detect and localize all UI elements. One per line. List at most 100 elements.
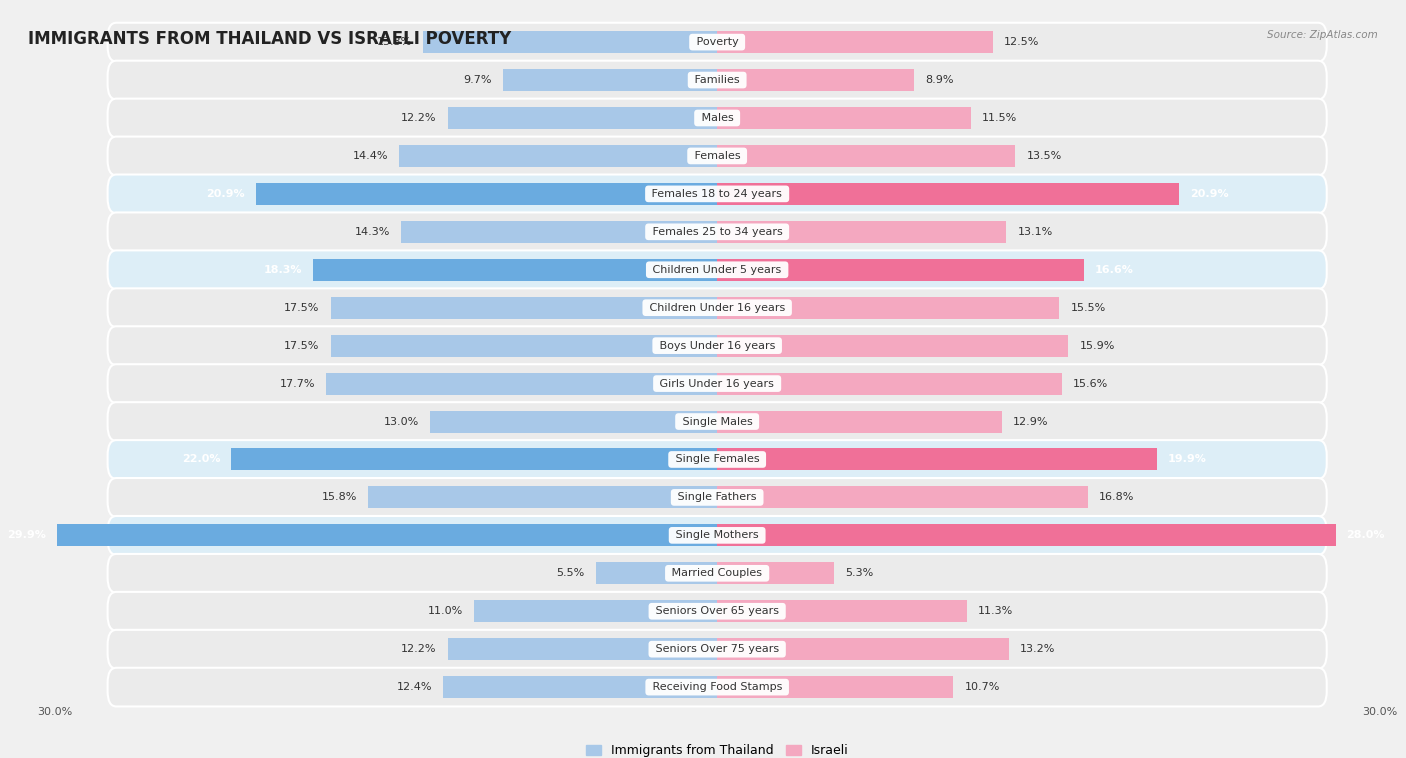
Bar <box>430 411 717 433</box>
Text: Families: Families <box>692 75 744 85</box>
Text: Single Males: Single Males <box>679 417 756 427</box>
FancyBboxPatch shape <box>108 250 1327 289</box>
Bar <box>717 258 1084 280</box>
Text: 5.3%: 5.3% <box>845 568 873 578</box>
Text: Children Under 16 years: Children Under 16 years <box>645 302 789 313</box>
FancyBboxPatch shape <box>108 516 1327 555</box>
Text: 14.3%: 14.3% <box>354 227 391 236</box>
Bar <box>717 449 1157 471</box>
Text: Females: Females <box>690 151 744 161</box>
Bar <box>368 487 717 509</box>
FancyBboxPatch shape <box>108 630 1327 669</box>
Bar <box>447 638 717 660</box>
Bar <box>717 411 1002 433</box>
Text: 11.3%: 11.3% <box>977 606 1014 616</box>
Bar <box>443 676 717 698</box>
Text: 18.3%: 18.3% <box>263 265 302 274</box>
Text: 15.5%: 15.5% <box>1070 302 1105 313</box>
Text: Girls Under 16 years: Girls Under 16 years <box>657 378 778 389</box>
Text: Males: Males <box>697 113 737 123</box>
Text: 13.3%: 13.3% <box>377 37 412 47</box>
Text: 20.9%: 20.9% <box>205 189 245 199</box>
Text: 19.9%: 19.9% <box>1168 455 1206 465</box>
Text: 9.7%: 9.7% <box>464 75 492 85</box>
Bar <box>717 562 834 584</box>
Text: Children Under 5 years: Children Under 5 years <box>650 265 785 274</box>
Bar <box>256 183 717 205</box>
Text: Poverty: Poverty <box>693 37 742 47</box>
Text: 13.2%: 13.2% <box>1019 644 1054 654</box>
Text: Females 25 to 34 years: Females 25 to 34 years <box>648 227 786 236</box>
Bar <box>503 69 717 91</box>
Text: 29.9%: 29.9% <box>7 531 46 540</box>
Text: 10.7%: 10.7% <box>965 682 1000 692</box>
Bar <box>596 562 717 584</box>
Text: 13.5%: 13.5% <box>1026 151 1062 161</box>
Text: 15.8%: 15.8% <box>322 493 357 503</box>
FancyBboxPatch shape <box>108 326 1327 365</box>
Bar <box>474 600 717 622</box>
Text: 5.5%: 5.5% <box>557 568 585 578</box>
Text: 12.9%: 12.9% <box>1014 417 1049 427</box>
Bar <box>717 638 1008 660</box>
Bar <box>447 107 717 129</box>
Bar <box>330 334 717 357</box>
Bar <box>56 525 717 547</box>
FancyBboxPatch shape <box>108 440 1327 479</box>
Text: Boys Under 16 years: Boys Under 16 years <box>655 340 779 351</box>
FancyBboxPatch shape <box>108 365 1327 403</box>
Text: 12.2%: 12.2% <box>401 644 437 654</box>
Legend: Immigrants from Thailand, Israeli: Immigrants from Thailand, Israeli <box>581 739 853 758</box>
Bar <box>314 258 717 280</box>
Text: Single Mothers: Single Mothers <box>672 531 762 540</box>
Bar <box>717 334 1069 357</box>
Bar <box>717 487 1088 509</box>
FancyBboxPatch shape <box>108 668 1327 706</box>
Text: 11.0%: 11.0% <box>427 606 463 616</box>
Text: 28.0%: 28.0% <box>1347 531 1385 540</box>
Bar <box>326 373 717 395</box>
FancyBboxPatch shape <box>108 554 1327 593</box>
FancyBboxPatch shape <box>108 212 1327 251</box>
Text: 30.0%: 30.0% <box>1362 706 1398 717</box>
Text: Married Couples: Married Couples <box>668 568 766 578</box>
Text: 17.5%: 17.5% <box>284 340 319 351</box>
Bar <box>717 69 914 91</box>
Text: 12.5%: 12.5% <box>1004 37 1039 47</box>
Text: 12.4%: 12.4% <box>396 682 432 692</box>
FancyBboxPatch shape <box>108 478 1327 517</box>
Text: 22.0%: 22.0% <box>181 455 221 465</box>
FancyBboxPatch shape <box>108 61 1327 99</box>
Bar <box>717 600 967 622</box>
Text: 13.1%: 13.1% <box>1018 227 1053 236</box>
Bar <box>423 31 717 53</box>
Bar <box>401 221 717 243</box>
Text: 12.2%: 12.2% <box>401 113 437 123</box>
FancyBboxPatch shape <box>108 402 1327 441</box>
Text: 15.9%: 15.9% <box>1080 340 1115 351</box>
FancyBboxPatch shape <box>108 174 1327 213</box>
Text: 30.0%: 30.0% <box>37 706 72 717</box>
Text: Single Fathers: Single Fathers <box>673 493 761 503</box>
Text: 20.9%: 20.9% <box>1189 189 1229 199</box>
Bar <box>717 676 953 698</box>
Text: Single Females: Single Females <box>672 455 762 465</box>
Text: Females 18 to 24 years: Females 18 to 24 years <box>648 189 786 199</box>
Bar <box>717 525 1336 547</box>
Bar <box>717 107 972 129</box>
Text: Seniors Over 75 years: Seniors Over 75 years <box>652 644 783 654</box>
Bar <box>717 296 1060 318</box>
Bar <box>330 296 717 318</box>
Text: 17.7%: 17.7% <box>280 378 315 389</box>
FancyBboxPatch shape <box>108 288 1327 327</box>
Bar <box>399 145 717 167</box>
Bar <box>717 183 1178 205</box>
Bar <box>231 449 717 471</box>
Text: 13.0%: 13.0% <box>384 417 419 427</box>
Text: 11.5%: 11.5% <box>983 113 1018 123</box>
Text: Seniors Over 65 years: Seniors Over 65 years <box>652 606 782 616</box>
FancyBboxPatch shape <box>108 136 1327 175</box>
Text: Source: ZipAtlas.com: Source: ZipAtlas.com <box>1267 30 1378 40</box>
Text: 14.4%: 14.4% <box>353 151 388 161</box>
Bar <box>717 373 1062 395</box>
